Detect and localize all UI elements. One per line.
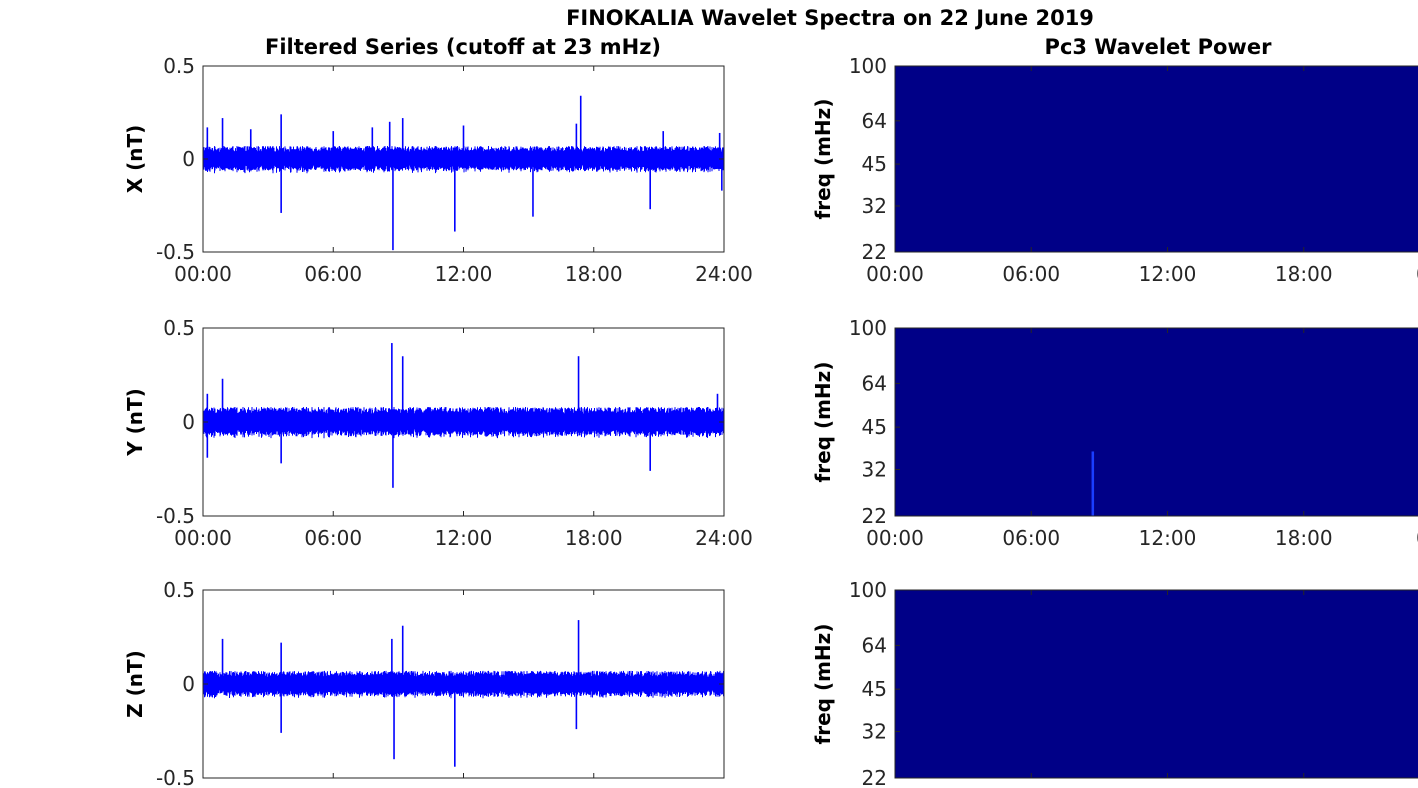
y-tick-label: 100	[849, 578, 887, 602]
x-tick-label: 24:00	[695, 262, 753, 286]
y-tick-label: 0	[182, 410, 195, 434]
x-tick-label: 18:00	[1275, 526, 1333, 550]
x-tick-label: 06:00	[1002, 526, 1060, 550]
x-tick-label: 00:00	[866, 526, 924, 550]
x-tick-label: 24:00	[695, 526, 753, 550]
y-tick-label: -0.5	[156, 504, 195, 528]
right-column-title: Pc3 Wavelet Power	[1045, 35, 1273, 59]
y-tick-label: 0.5	[163, 54, 195, 78]
y-tick-label: 0.5	[163, 578, 195, 602]
left-column-title: Filtered Series (cutoff at 23 mHz)	[265, 35, 661, 59]
y-axis-label: freq (mHz)	[811, 362, 835, 483]
series-trace	[202, 145, 725, 174]
y-tick-label: 22	[862, 504, 887, 528]
x-tick-label: 00:00	[866, 262, 924, 286]
y-tick-label: 32	[862, 457, 887, 481]
y-tick-label: 64	[862, 109, 887, 133]
y-tick-label: 45	[862, 677, 887, 701]
power-field	[895, 328, 1418, 516]
x-tick-label: 06:00	[304, 262, 362, 286]
x-tick-label: 12:00	[435, 262, 493, 286]
y-tick-label: 45	[862, 152, 887, 176]
y-tick-label: 22	[862, 766, 887, 788]
x-tick-label: 12:00	[1139, 262, 1197, 286]
x-tick-label: 18:00	[565, 526, 623, 550]
y-axis-label: freq (mHz)	[811, 624, 835, 745]
x-tick-label: 12:00	[435, 526, 493, 550]
y-tick-label: 0	[182, 147, 195, 171]
x-tick-label: 06:00	[1002, 262, 1060, 286]
y-tick-label: 32	[862, 194, 887, 218]
y-tick-label: 0.5	[163, 316, 195, 340]
y-tick-label: 0	[182, 672, 195, 696]
y-axis-label: X (nT)	[123, 125, 147, 194]
power-field	[895, 66, 1418, 252]
y-tick-label: 64	[862, 633, 887, 657]
y-tick-label: -0.5	[156, 766, 195, 788]
series-panel-x: 0.5 0 -0.500:00 06:00 12:00 18:00 24:00 X (nT)	[123, 54, 753, 286]
y-tick-label: 32	[862, 719, 887, 743]
x-tick-label: 00	[1416, 262, 1418, 286]
x-tick-label: 06:00	[304, 526, 362, 550]
y-axis-label: freq (mHz)	[811, 99, 835, 220]
figure-title: FINOKALIA Wavelet Spectra on 22 June 201…	[566, 6, 1094, 30]
series-panel-y: 0.5 0 -0.500:00 06:00 12:00 18:00 24:00 Y (nT)	[123, 316, 753, 550]
x-tick-label: 00:00	[174, 526, 232, 550]
x-tick-label: 12:00	[1139, 526, 1197, 550]
x-tick-label: 00:00	[174, 262, 232, 286]
x-tick-label: 18:00	[1275, 262, 1333, 286]
y-axis-label: Y (nT)	[123, 388, 147, 457]
y-axis-label: Z (nT)	[123, 650, 147, 718]
y-tick-label: -0.5	[156, 240, 195, 264]
y-tick-label: 22	[862, 240, 887, 264]
x-tick-label: 00	[1416, 526, 1418, 550]
series-trace	[202, 406, 725, 439]
y-tick-label: 100	[849, 54, 887, 78]
power-highlight	[1091, 451, 1095, 516]
series-trace	[202, 670, 725, 699]
series-panel-z: 0.5 0 -0.5 Z (nT)	[123, 578, 725, 788]
power-panel-z: 100 64 45 32 22 freq (mHz)	[811, 578, 1418, 788]
x-tick-label: 18:00	[565, 262, 623, 286]
power-field	[895, 590, 1418, 778]
y-tick-label: 100	[849, 316, 887, 340]
y-tick-label: 45	[862, 415, 887, 439]
y-tick-label: 64	[862, 371, 887, 395]
